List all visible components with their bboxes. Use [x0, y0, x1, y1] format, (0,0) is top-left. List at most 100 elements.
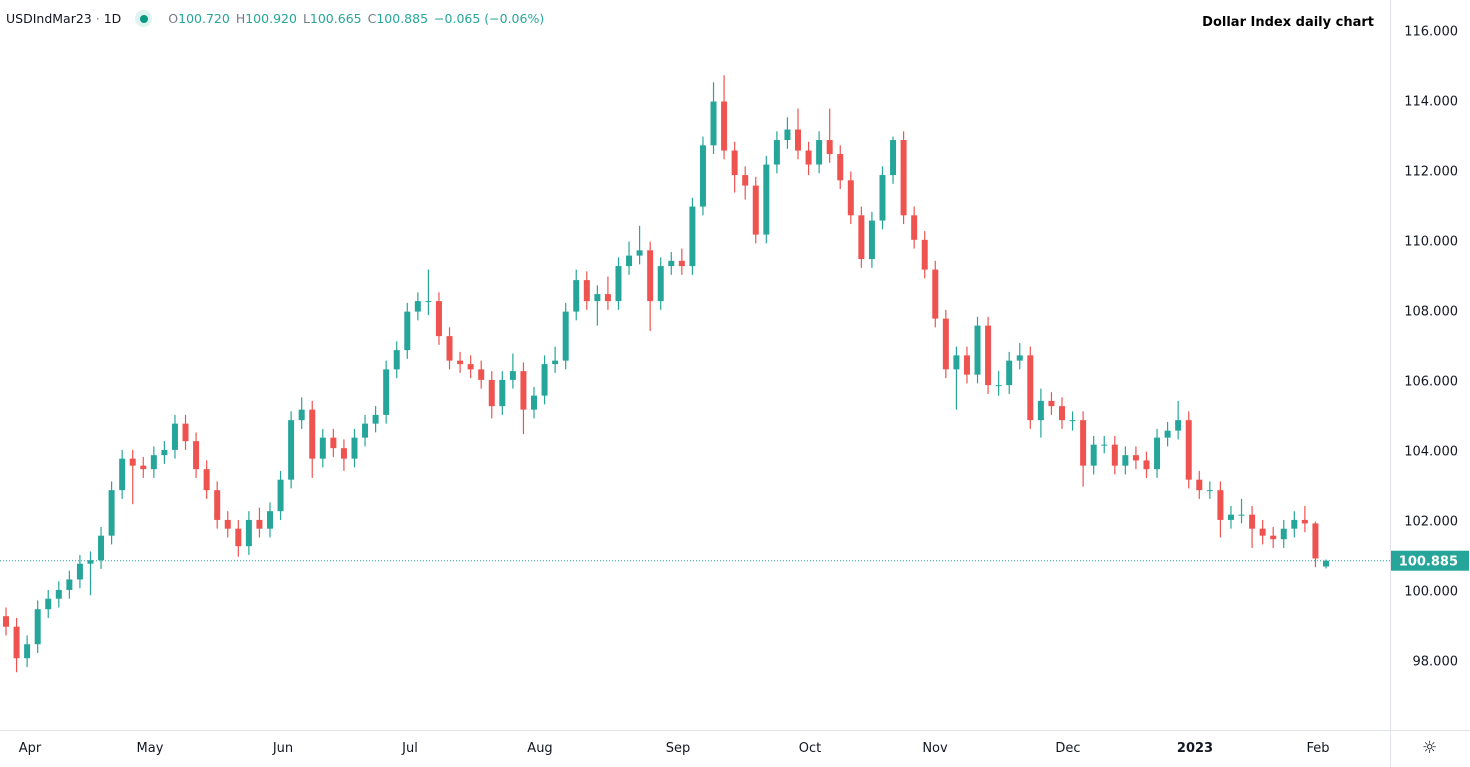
x-tick-label: Nov: [922, 741, 948, 756]
open-label: O: [168, 11, 179, 26]
y-tick-label: 116.000: [1404, 25, 1458, 40]
candle-body: [626, 255, 633, 267]
candle: [805, 141, 812, 176]
candle: [267, 502, 273, 538]
candle-body: [689, 206, 696, 267]
candle-body: [362, 423, 369, 438]
candle-body: [140, 465, 147, 470]
candle: [1027, 346, 1034, 429]
candle: [214, 481, 221, 529]
candle-body: [1217, 490, 1224, 520]
candle-body: [1164, 430, 1171, 438]
candle: [55, 581, 62, 608]
candle-body: [773, 140, 780, 165]
candle: [1206, 481, 1213, 499]
open-value: 100.720: [178, 11, 230, 26]
candle-body: [858, 215, 865, 260]
candle-body: [847, 180, 854, 216]
candle: [76, 554, 83, 589]
candle-body: [1259, 528, 1266, 536]
candle-body: [911, 215, 918, 240]
candle: [784, 117, 791, 149]
candle: [552, 346, 559, 373]
candle: [921, 231, 928, 279]
candle: [995, 371, 1002, 396]
candle: [531, 386, 537, 419]
candle: [24, 635, 31, 667]
candle: [372, 406, 379, 433]
candle-body: [1323, 560, 1329, 567]
candle: [1270, 526, 1277, 548]
candle: [816, 131, 823, 174]
candle-body: [171, 423, 178, 450]
candle: [404, 302, 411, 359]
candle: [45, 589, 52, 618]
candle-body: [1016, 355, 1023, 361]
candle-body: [24, 644, 31, 659]
candle-body: [1006, 360, 1013, 386]
candle-body: [404, 311, 411, 351]
candle-body: [509, 371, 516, 380]
candle-body: [150, 455, 157, 470]
y-tick-label: 108.000: [1404, 305, 1458, 320]
candle: [488, 371, 495, 419]
x-tick-label: 2023: [1177, 741, 1213, 756]
candle: [425, 269, 432, 316]
candle-body: [129, 458, 136, 466]
candle: [309, 400, 316, 478]
close-label: C: [367, 11, 377, 26]
candle: [615, 257, 622, 310]
candle: [1154, 428, 1161, 478]
candle: [974, 316, 981, 384]
candle-body: [552, 360, 559, 365]
candle: [795, 108, 801, 160]
candle: [721, 75, 728, 160]
candle-body: [868, 220, 875, 260]
candle: [689, 197, 696, 275]
candle-body: [256, 519, 263, 529]
candle: [900, 131, 907, 225]
candle: [435, 292, 442, 345]
high-label: H: [235, 11, 246, 26]
symbol-name[interactable]: USDIndMar23 · 1D: [6, 11, 121, 26]
candle-body: [826, 140, 833, 155]
candle: [1037, 388, 1044, 438]
candle-body: [963, 355, 970, 375]
candle: [224, 511, 231, 538]
candle-body: [55, 589, 62, 599]
candle: [393, 341, 400, 379]
candle-body: [795, 129, 801, 151]
candle-body: [604, 294, 611, 302]
interval-label: 1D: [103, 11, 122, 26]
candle-body: [921, 239, 928, 270]
low-label: L: [302, 11, 310, 26]
candle-body: [1312, 523, 1319, 559]
candle-body: [319, 437, 326, 459]
candle: [699, 136, 706, 216]
candle: [1122, 446, 1129, 475]
candle-body: [731, 150, 738, 176]
gear-icon[interactable]: ☼: [1422, 738, 1438, 758]
candle-body: [647, 250, 654, 302]
candle-body: [763, 164, 770, 235]
candle: [1291, 511, 1298, 538]
candle: [868, 211, 875, 268]
x-tick-label: Oct: [799, 741, 821, 756]
y-tick-label: 110.000: [1404, 235, 1458, 250]
candle-body: [98, 535, 105, 561]
candle: [319, 428, 326, 468]
candle: [351, 428, 358, 468]
candle-body: [119, 458, 126, 491]
candle-body: [562, 311, 569, 361]
candle: [509, 353, 516, 389]
candle-body: [742, 175, 749, 186]
x-tick-label: Apr: [19, 741, 42, 756]
candle: [763, 155, 770, 244]
candle: [108, 481, 115, 545]
candle: [678, 248, 685, 275]
candle-body: [340, 448, 347, 459]
candle: [1196, 470, 1203, 499]
candle: [657, 257, 664, 310]
candle: [129, 449, 136, 505]
